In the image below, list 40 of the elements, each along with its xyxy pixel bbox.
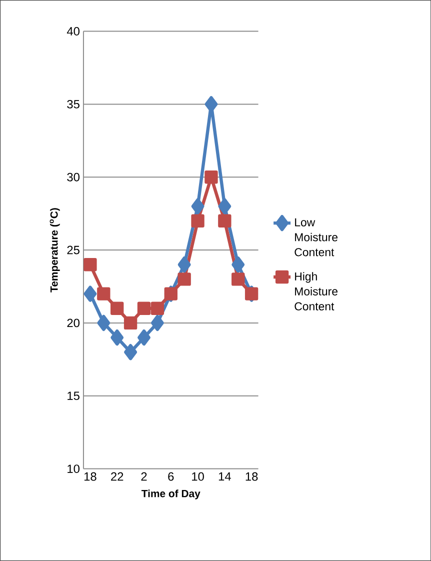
point (124, 316, 138, 330)
legend-label: Low Moisture Content (294, 218, 338, 256)
point (178, 256, 191, 273)
x-tick-label: 18 (84, 472, 96, 481)
x-tick-label: 2 (141, 472, 147, 481)
x-tick-label: 6 (168, 472, 174, 481)
point (191, 214, 204, 228)
point (232, 256, 245, 273)
point (110, 302, 124, 315)
x-tick-label: 10 (192, 472, 204, 481)
point (191, 198, 204, 214)
point (96, 287, 110, 300)
point (204, 96, 218, 112)
x-tick-label: 14 (218, 472, 231, 481)
y-tick-label: 20 (67, 318, 80, 328)
point (218, 214, 232, 228)
y-tick-label: 15 (68, 392, 80, 400)
y-tick-label: 10 (68, 464, 80, 474)
point (137, 329, 150, 346)
point (178, 272, 191, 286)
point (218, 198, 232, 214)
point (110, 329, 124, 346)
point (137, 302, 151, 315)
point (231, 272, 245, 286)
point (97, 314, 110, 332)
point (84, 286, 97, 302)
y-tick-label: 25 (67, 246, 80, 254)
y-tick-label: 40 (66, 27, 80, 36)
x-axis-title: Time of Day (141, 490, 200, 500)
x-tick-label: 18 (246, 472, 258, 481)
x-tick-label: 22 (110, 472, 124, 481)
point (150, 302, 164, 315)
point (84, 258, 97, 272)
legend-label: High Moisture Content (294, 272, 338, 310)
point (204, 170, 218, 184)
point (150, 314, 164, 332)
y-axis-title: Temperature ($^{o}$C) (50, 208, 60, 292)
point (124, 344, 137, 360)
y-tick-label: 30 (67, 172, 80, 182)
y-tick-label: 35 (67, 100, 80, 108)
